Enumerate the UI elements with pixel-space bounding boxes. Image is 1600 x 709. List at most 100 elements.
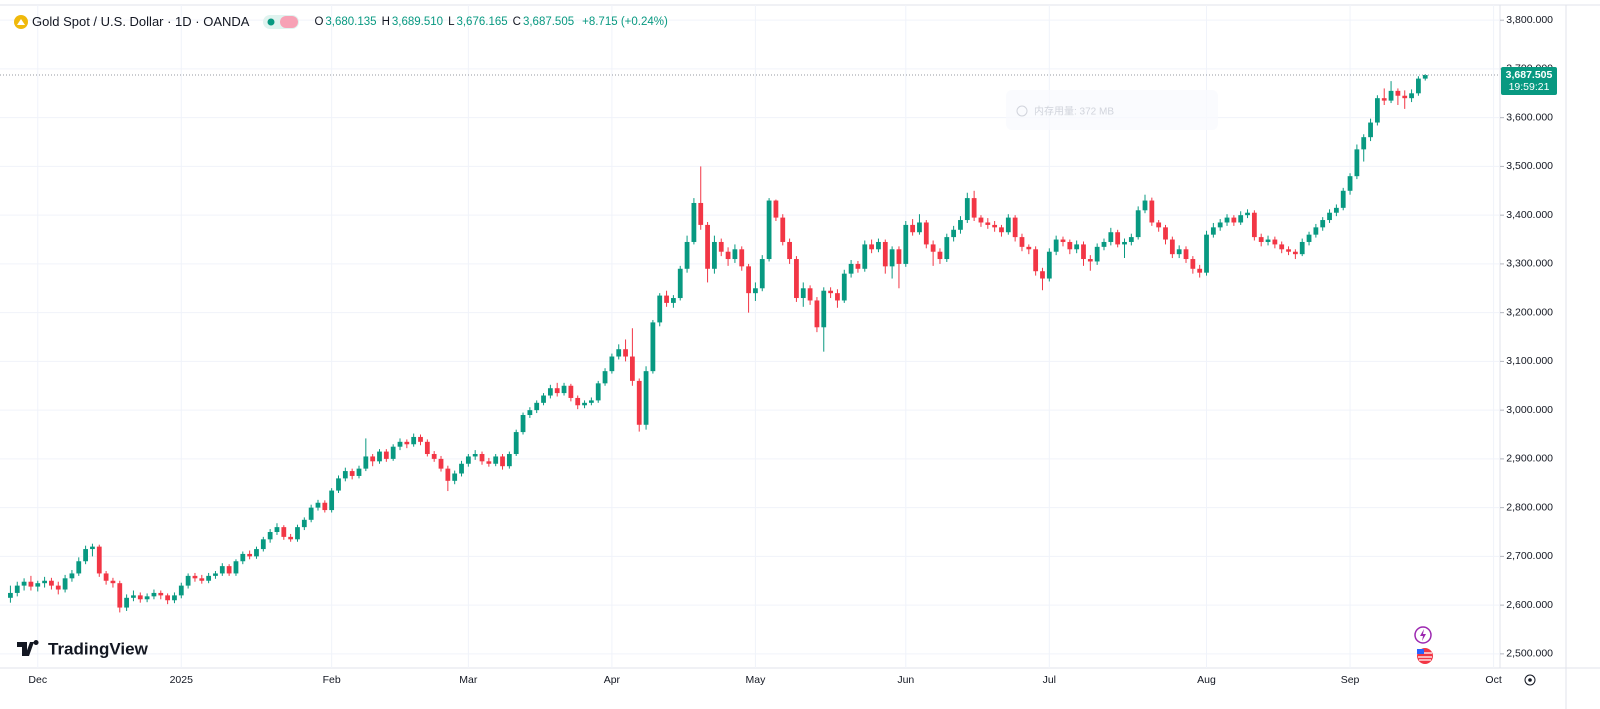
candle-body [397,441,403,447]
candle-body [452,473,458,481]
candle-body [718,241,724,252]
candle-body [1361,137,1367,150]
memory-tooltip-box [1006,90,1218,130]
candle-body [356,468,362,476]
candle-body [233,561,239,574]
x-tick-label: May [745,674,766,686]
candle-body [185,575,191,586]
candle-body [486,461,492,464]
x-tick-label: Jul [1043,674,1056,686]
candle-body [1053,239,1059,252]
candle-body [1197,268,1203,273]
candle-body [773,200,779,218]
candle-body [1279,244,1285,250]
header: Gold Spot / U.S. Dollar · 1D · OANDA O 3,… [14,14,668,29]
candle-body [42,580,47,584]
candle-body [1224,217,1230,223]
grid [0,5,1500,668]
memory-tooltip: 内存用量: 372 MB [1034,105,1114,118]
candle-body [1265,239,1271,242]
candle-body [1183,249,1189,260]
candle-body [520,415,526,433]
candle-body [124,597,130,608]
candle-body [1163,227,1168,240]
candle-body [951,229,957,238]
candle-body [1012,217,1018,238]
candle-body [575,397,581,406]
candle-body [1333,207,1339,213]
change-label: +8.715 (+0.24%) [582,15,668,28]
candle-body [992,224,998,228]
ohlc-legend: O 3,680.135 H 3,689.510 L 3,676.165 C 3,687.505 [311,16,574,28]
candle-body [869,244,875,250]
candle-body [1142,200,1148,211]
candle-body [254,549,259,557]
x-tick-label: Apr [604,674,621,686]
candle-body [1251,212,1257,238]
candle-body [506,454,512,467]
candle-body [855,263,861,269]
candle-body [213,573,218,576]
candle-body [971,198,977,218]
candle-body [1005,217,1011,233]
x-tick-label: Feb [323,674,341,686]
candle-body [766,200,772,260]
x-tick-label: Mar [459,674,478,686]
y-tick-label: 3,600.000 [1506,111,1553,123]
candle-body [110,580,116,584]
candle-body [329,490,335,511]
candle-body [513,432,519,455]
candle-body [8,592,13,598]
candle-body [978,217,984,223]
candle-body [206,575,212,581]
candle-body [472,454,478,457]
candle-body [1299,241,1305,255]
candle-body [383,451,389,459]
candle-body [985,222,991,225]
candle-body [807,288,813,301]
candle-body [1245,212,1250,216]
candle-body [657,295,663,323]
candle-body [1210,227,1216,235]
candle-body [800,288,806,299]
candle-body [1368,122,1373,138]
settings-icon[interactable] [1524,674,1536,686]
candle-body [554,388,560,394]
candle-body [917,222,922,233]
candle-body [964,198,970,221]
candle-body [835,293,840,301]
candle-body [671,298,676,303]
candle-body [848,263,854,274]
candle-body [1040,271,1045,279]
candle-body [862,244,868,269]
candle-body [308,507,314,520]
candle-body [1115,232,1121,245]
candle-body [424,441,430,455]
candle-body [664,295,669,303]
candle-body [1101,241,1107,247]
candle-body [527,410,533,416]
candle-body [568,385,574,398]
candle-body [500,456,505,467]
candle-body [691,202,697,242]
lightning-icon[interactable] [1414,626,1432,644]
symbol-icon [14,14,28,29]
candle-body [363,456,369,469]
candle-body [616,349,622,357]
candle-body [814,300,820,328]
candle-body [547,388,553,396]
candle-body [588,400,594,403]
candle-body [459,463,464,474]
bottom-icons [1414,626,1536,686]
candle-body [301,519,307,528]
symbol-title[interactable]: Gold Spot / U.S. Dollar · 1D · OANDA [32,14,250,29]
candle-body [288,536,294,540]
candle-body [431,454,437,459]
x-tick-label: Oct [1485,674,1501,686]
candle-body [465,456,471,464]
candle-body [650,322,656,372]
candle-body [151,592,157,597]
candle-body [370,456,376,462]
